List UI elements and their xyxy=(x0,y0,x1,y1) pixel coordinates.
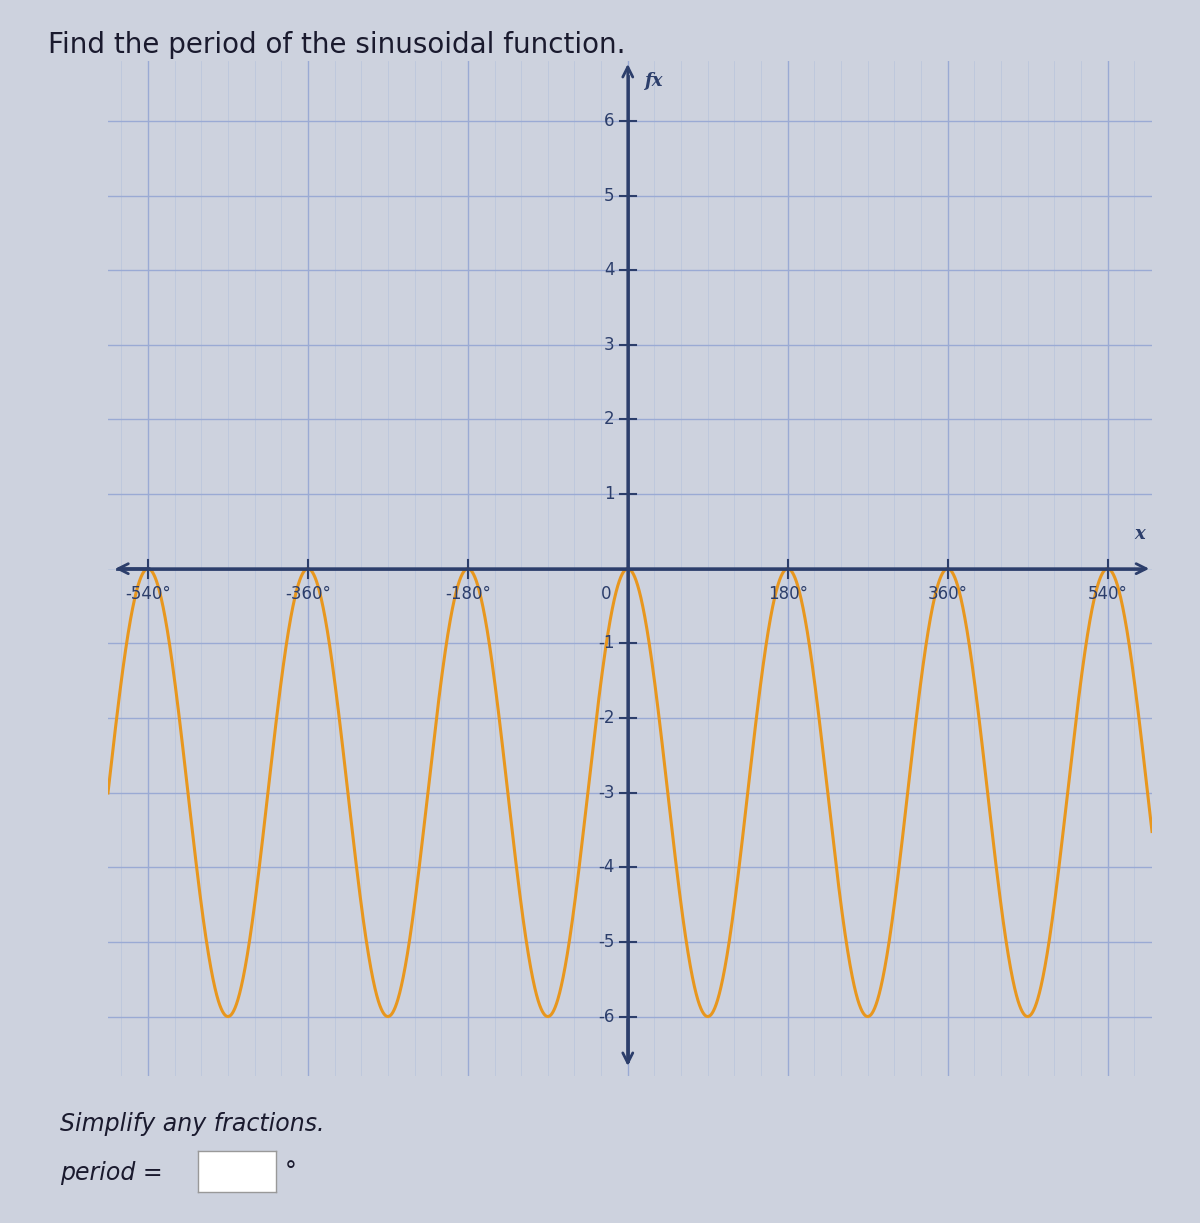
Text: -6: -6 xyxy=(598,1008,614,1026)
Text: 1: 1 xyxy=(604,486,614,503)
Text: 3: 3 xyxy=(604,336,614,353)
Text: 2: 2 xyxy=(604,411,614,428)
Text: 0: 0 xyxy=(601,585,612,603)
Text: -2: -2 xyxy=(598,709,614,726)
Text: period =: period = xyxy=(60,1161,163,1185)
Text: -180°: -180° xyxy=(445,585,491,603)
Text: -1: -1 xyxy=(598,635,614,652)
Text: -540°: -540° xyxy=(125,585,170,603)
Text: -4: -4 xyxy=(598,859,614,876)
Text: x: x xyxy=(1134,525,1145,543)
Text: fx: fx xyxy=(643,72,662,91)
Text: 4: 4 xyxy=(604,262,614,279)
Text: °: ° xyxy=(284,1159,296,1184)
Text: -3: -3 xyxy=(598,784,614,801)
Text: 5: 5 xyxy=(604,186,614,204)
Text: 180°: 180° xyxy=(768,585,808,603)
Text: Simplify any fractions.: Simplify any fractions. xyxy=(60,1112,324,1136)
Text: -5: -5 xyxy=(598,933,614,951)
Text: Find the period of the sinusoidal function.: Find the period of the sinusoidal functi… xyxy=(48,31,625,59)
Text: 360°: 360° xyxy=(928,585,967,603)
Text: 6: 6 xyxy=(604,111,614,130)
Text: -360°: -360° xyxy=(284,585,331,603)
Text: 540°: 540° xyxy=(1087,585,1128,603)
